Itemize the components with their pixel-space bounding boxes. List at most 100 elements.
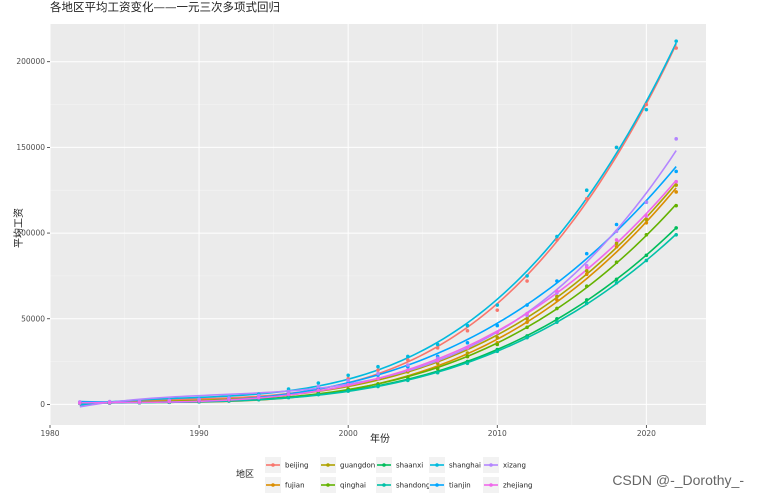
x-tick-label: 2010 [488, 429, 507, 438]
point-shanghai [644, 107, 649, 112]
point-shandong [555, 320, 559, 324]
point-fujian [644, 220, 649, 225]
point-shanghai [555, 234, 559, 239]
y-tick-label: 0 [40, 400, 45, 409]
legend-label-shaanxi: shaanxi [396, 462, 423, 470]
legend-label-fujian: fujian [285, 482, 305, 490]
point-shaanxi [614, 277, 619, 282]
point-zhejiang [167, 399, 172, 404]
point-zhejiang [644, 214, 649, 218]
point-shandong [316, 392, 321, 397]
point-shandong [644, 258, 649, 263]
point-shandong [525, 335, 529, 340]
point-guangdon [435, 361, 440, 366]
point-qinghai [584, 284, 589, 288]
legend-point-fujian [271, 483, 275, 487]
point-shandong [286, 395, 291, 400]
point-zhejiang [286, 392, 291, 397]
point-xizang [346, 378, 350, 383]
point-guangdon [555, 294, 559, 299]
point-qinghai [435, 366, 440, 371]
point-tianjin [495, 323, 500, 328]
legend-point-guangdon [326, 463, 330, 467]
point-xizang [406, 363, 410, 367]
point-zhejiang [197, 399, 201, 403]
point-tianjin [614, 222, 619, 227]
point-zhejiang [406, 368, 410, 372]
point-qinghai [465, 354, 470, 359]
point-guangdon [644, 217, 649, 222]
point-shanghai [465, 323, 470, 328]
point-beijing [406, 358, 410, 362]
point-zhejiang [555, 289, 559, 294]
x-tick-label: 2020 [637, 429, 656, 438]
point-shaanxi [555, 316, 559, 321]
point-shandong [614, 280, 619, 285]
x-axis-title: 年份 [370, 432, 390, 445]
point-zhejiang [584, 265, 589, 270]
point-shanghai [674, 39, 678, 43]
x-tick-label: 1990 [190, 429, 209, 438]
point-guangdon [614, 241, 619, 246]
point-zhejiang [435, 358, 440, 363]
y-tick-label: 150000 [16, 143, 45, 152]
point-shanghai [584, 188, 589, 193]
point-fujian [674, 190, 678, 194]
legend-label-zhejiang: zhejiang [503, 482, 532, 490]
legend-point-shanghai [435, 463, 439, 467]
point-shanghai [406, 354, 410, 359]
chart-title: 各地区平均工资变化——一元三次多项式回归 [50, 0, 280, 14]
point-xizang [614, 229, 619, 234]
point-fujian [584, 272, 589, 276]
point-shandong [346, 389, 350, 393]
point-zhejiang [614, 238, 619, 242]
legend-point-xizang [489, 463, 493, 467]
point-shandong [495, 349, 500, 354]
point-qinghai [674, 203, 678, 208]
point-xizang [376, 371, 380, 376]
point-beijing [644, 102, 649, 107]
point-guangdon [465, 351, 470, 355]
watermark: CSDN @-_Dorothy_- [612, 472, 744, 488]
legend-label-guangdon: guangdon [340, 462, 375, 470]
point-shanghai [525, 274, 529, 278]
point-tianjin [465, 340, 470, 345]
point-zhejiang [495, 330, 500, 335]
legend-point-qinghai [326, 483, 330, 487]
y-axis-title: 平均工资 [13, 208, 25, 248]
point-zhejiang [525, 311, 529, 316]
legend-label-xizang: xizang [503, 462, 526, 470]
point-beijing [525, 279, 529, 283]
legend: 地区 beijing fujian guangdon qinghai shaanxi sh… [236, 457, 532, 493]
point-zhejiang [227, 398, 231, 402]
legend-label-beijing: beijing [285, 462, 308, 470]
point-guangdon [674, 183, 678, 187]
point-beijing [674, 46, 678, 50]
legend-label-shandong: shandong [396, 482, 430, 490]
point-shaanxi [584, 298, 589, 302]
point-qinghai [525, 325, 529, 330]
point-shanghai [495, 303, 500, 307]
legend-point-zhejiang [489, 483, 493, 487]
point-shanghai [376, 364, 380, 369]
point-qinghai [406, 375, 410, 379]
point-zhejiang [674, 179, 678, 184]
point-qinghai [555, 306, 559, 311]
point-zhejiang [256, 395, 261, 400]
point-zhejiang [316, 388, 321, 393]
x-tick-label: 2000 [339, 429, 358, 438]
point-beijing [495, 308, 500, 312]
point-tianjin [525, 303, 529, 307]
point-beijing [555, 238, 559, 242]
point-tianjin [674, 169, 678, 174]
point-qinghai [614, 260, 619, 265]
point-xizang [435, 356, 440, 360]
point-beijing [376, 368, 380, 372]
x-tick-label: 1980 [40, 429, 59, 438]
point-xizang [674, 137, 678, 141]
point-xizang [316, 384, 321, 389]
legend-label-qinghai: qinghai [340, 482, 366, 490]
point-zhejiang [465, 346, 470, 350]
point-shanghai [346, 373, 350, 378]
